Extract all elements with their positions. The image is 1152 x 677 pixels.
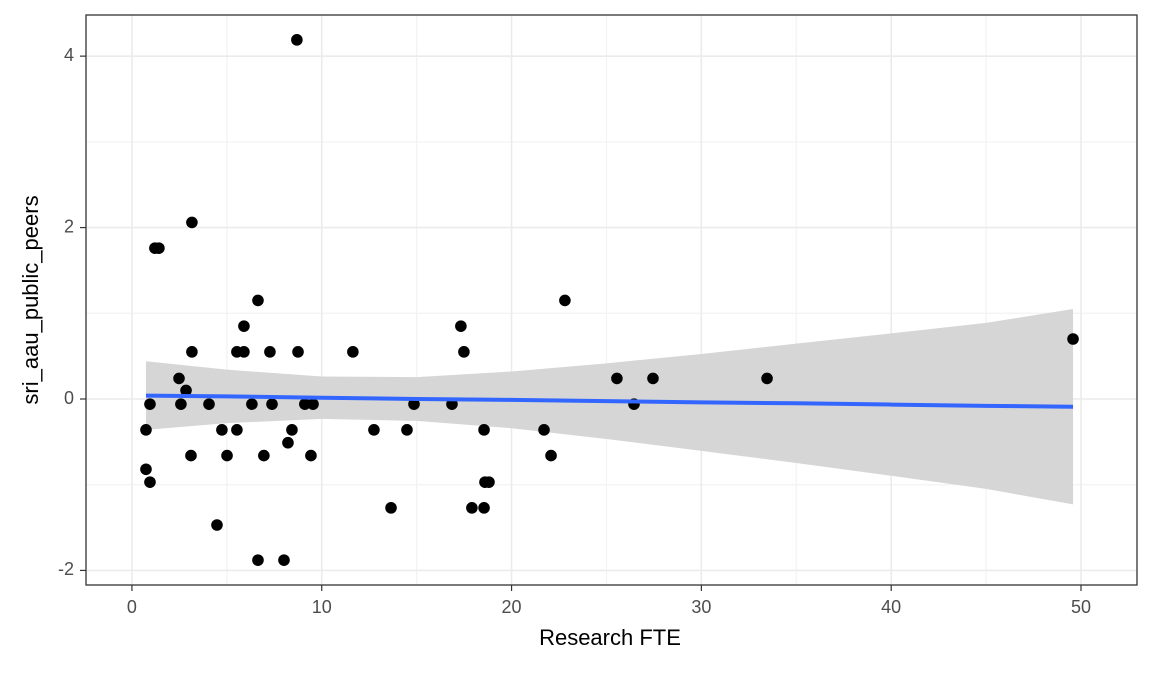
y-axis-title: sri_aau_public_peers <box>18 195 43 404</box>
point <box>258 449 270 462</box>
point <box>466 502 478 514</box>
point <box>483 476 495 488</box>
point <box>478 424 490 436</box>
point <box>458 346 470 358</box>
point <box>252 554 264 566</box>
point <box>611 372 623 385</box>
point <box>140 463 152 476</box>
y-tick-label: 2 <box>64 216 74 236</box>
point <box>153 242 165 254</box>
point <box>231 424 243 436</box>
point <box>186 216 198 229</box>
point <box>307 398 319 410</box>
point <box>305 449 317 462</box>
x-tick-label: 40 <box>881 597 901 617</box>
x-tick-label: 10 <box>312 597 332 617</box>
y-tick-label: 4 <box>64 45 74 65</box>
point <box>291 34 303 46</box>
y-tick-label: -2 <box>58 559 74 579</box>
point <box>173 372 185 385</box>
y-tick-label: 0 <box>64 388 74 408</box>
point <box>238 320 250 332</box>
fit-line <box>145 393 1074 409</box>
point <box>216 424 228 436</box>
point <box>246 398 258 410</box>
x-tick-label: 20 <box>502 597 522 617</box>
point <box>368 424 380 436</box>
point <box>761 372 773 385</box>
point <box>408 398 420 410</box>
point <box>1067 333 1079 345</box>
point <box>175 398 187 410</box>
point <box>292 346 304 358</box>
point <box>347 346 359 358</box>
point <box>559 294 571 307</box>
x-tick-label: 30 <box>691 597 711 617</box>
point <box>238 346 250 358</box>
point <box>282 436 294 449</box>
point <box>264 346 276 358</box>
point <box>455 320 467 332</box>
point <box>185 449 197 462</box>
point <box>278 554 290 566</box>
x-tick-label: 50 <box>1071 597 1091 617</box>
point <box>221 449 233 462</box>
point <box>180 384 192 397</box>
x-tick-label: 0 <box>127 597 137 617</box>
panel-border <box>85 14 1138 586</box>
point <box>252 294 264 307</box>
point <box>478 502 490 514</box>
point <box>140 424 152 436</box>
point <box>144 476 156 488</box>
point <box>144 398 156 410</box>
point <box>186 346 198 358</box>
point <box>266 398 278 410</box>
point <box>545 449 557 462</box>
point <box>299 398 311 410</box>
point <box>203 398 215 410</box>
confidence-band <box>145 309 1074 505</box>
point <box>286 424 298 436</box>
x-axis-title: Research FTE <box>539 625 681 650</box>
point <box>647 372 659 385</box>
point <box>538 424 550 436</box>
point <box>211 519 223 531</box>
point <box>401 424 413 436</box>
point <box>385 502 397 514</box>
